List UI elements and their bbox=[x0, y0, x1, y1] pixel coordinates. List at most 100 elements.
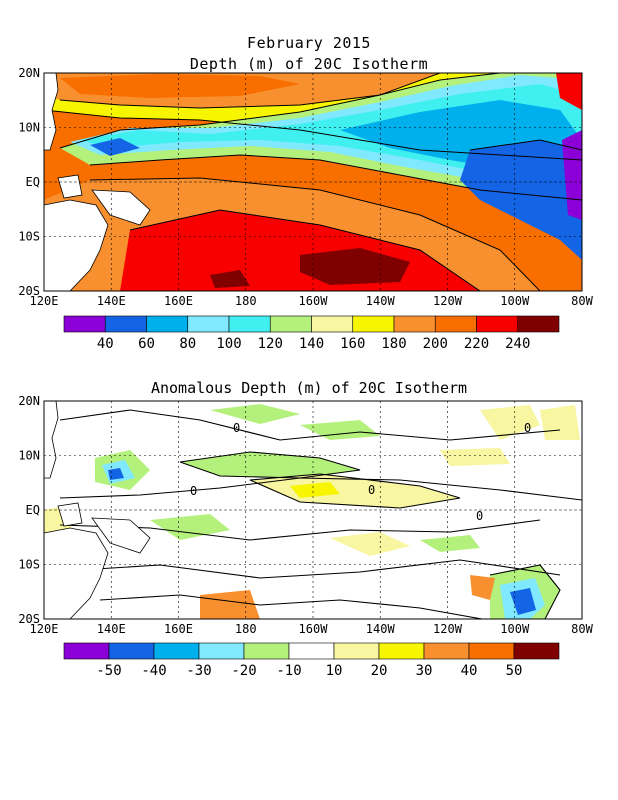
colorbar-swatch bbox=[108, 642, 155, 660]
colorbar-label: 200 bbox=[423, 336, 448, 352]
colorbar-swatch bbox=[476, 315, 519, 333]
colorbar-swatch bbox=[198, 642, 245, 660]
colorbar-label: -50 bbox=[96, 663, 121, 679]
bottom-colorbar: -50 -40 -30 -20 -10 10 20 30 40 50 bbox=[63, 642, 560, 679]
lon-tick-label: 160E bbox=[164, 622, 193, 636]
colorbar-swatch bbox=[63, 642, 110, 660]
colorbar-label: 40 bbox=[461, 663, 478, 679]
colorbar-swatch bbox=[187, 315, 230, 333]
top-panel-title: Depth (m) of 20C Isotherm bbox=[189, 55, 429, 73]
colorbar-label: 100 bbox=[216, 336, 241, 352]
lon-tick-label: 120E bbox=[30, 622, 59, 636]
colorbar-label: 240 bbox=[505, 336, 530, 352]
colorbar-label: 30 bbox=[416, 663, 433, 679]
colorbar-swatch bbox=[153, 642, 200, 660]
colorbar-swatch bbox=[146, 315, 189, 333]
colorbar-label: 140 bbox=[299, 336, 324, 352]
colorbar-label: -40 bbox=[141, 663, 166, 679]
colorbar-label: 80 bbox=[179, 336, 196, 352]
top-colorbar: 40 60 80 100 120 140 160 180 200 220 240 bbox=[63, 315, 560, 352]
colorbar-label: 60 bbox=[138, 336, 155, 352]
lon-tick-label: 180 bbox=[235, 294, 257, 308]
top-field-red-northeast bbox=[556, 73, 582, 110]
lat-tick-label: EQ bbox=[26, 503, 40, 517]
lat-tick-label: 20S bbox=[18, 284, 40, 298]
top-field-maroon-south bbox=[300, 248, 410, 285]
colorbar-swatch bbox=[228, 315, 271, 333]
colorbar-label: 50 bbox=[506, 663, 523, 679]
contour-label-zero-2: 0 bbox=[190, 484, 197, 498]
colorbar-label: 10 bbox=[326, 663, 343, 679]
lon-tick-label: 120W bbox=[433, 622, 463, 636]
top-contours bbox=[44, 73, 582, 291]
lon-tick-label: 140E bbox=[97, 622, 126, 636]
top-gridlines bbox=[44, 73, 582, 291]
top-land bbox=[44, 73, 151, 291]
bottom-land bbox=[44, 401, 151, 619]
contour-label-zero-5: 0 bbox=[524, 421, 531, 435]
colorbar-swatch bbox=[423, 642, 470, 660]
top-lon-labels: 120E 140E 160E 180 160W 140W 120W 100W 80W bbox=[30, 294, 594, 308]
lat-tick-label: 20S bbox=[18, 612, 40, 626]
colorbar-swatch bbox=[269, 315, 312, 333]
lat-tick-label: 10N bbox=[18, 121, 40, 135]
lon-tick-label: 140E bbox=[97, 294, 126, 308]
colorbar-label: 40 bbox=[97, 336, 114, 352]
colorbar-swatch bbox=[352, 315, 395, 333]
lon-tick-label: 140W bbox=[366, 294, 396, 308]
contour-label-zero-4: 0 bbox=[476, 509, 483, 523]
colorbar-swatch bbox=[378, 642, 425, 660]
colorbar-swatch bbox=[311, 315, 354, 333]
top-field-darkorange-north bbox=[60, 74, 300, 98]
lon-tick-label: 180 bbox=[235, 622, 257, 636]
top-field-purple bbox=[562, 130, 582, 220]
top-lat-labels: 20N 10N EQ 10S 20S bbox=[18, 66, 40, 298]
lat-tick-label: 10N bbox=[18, 449, 40, 463]
lat-tick-label: EQ bbox=[26, 175, 40, 189]
colorbar-swatch bbox=[517, 315, 560, 333]
lat-tick-label: 20N bbox=[18, 66, 40, 80]
colorbar-swatch bbox=[63, 315, 106, 333]
colorbar-label: 20 bbox=[371, 663, 388, 679]
colorbar-label: -10 bbox=[276, 663, 301, 679]
colorbar-label: 120 bbox=[258, 336, 283, 352]
colorbar-label: 180 bbox=[381, 336, 406, 352]
lon-tick-label: 160W bbox=[299, 294, 329, 308]
lon-tick-label: 100W bbox=[500, 294, 530, 308]
colorbar-swatch bbox=[434, 315, 477, 333]
lat-tick-label: 10S bbox=[18, 558, 40, 572]
colorbar-swatch bbox=[513, 642, 560, 660]
lon-tick-label: 140W bbox=[366, 622, 396, 636]
lon-tick-label: 80W bbox=[571, 622, 593, 636]
contour-label-zero: 0 bbox=[233, 421, 240, 435]
colorbar-swatch bbox=[468, 642, 515, 660]
lon-tick-label: 120E bbox=[30, 294, 59, 308]
bottom-gridlines bbox=[44, 401, 582, 619]
colorbar-label: 220 bbox=[464, 336, 489, 352]
lon-tick-label: 160E bbox=[164, 294, 193, 308]
colorbar-swatch bbox=[104, 315, 147, 333]
figure-title: February 2015 bbox=[247, 34, 371, 52]
bottom-lon-labels: 120E 140E 160E 180 160W 140W 120W 100W 80W bbox=[30, 622, 594, 636]
contour-label-zero-3: 0 bbox=[368, 483, 375, 497]
colorbar-label: -30 bbox=[186, 663, 211, 679]
bottom-anomaly-patches bbox=[44, 404, 580, 619]
top-field-maroon-south-2 bbox=[210, 270, 250, 288]
bottom-panel-title: Anomalous Depth (m) of 20C Isotherm bbox=[151, 379, 467, 397]
colorbar-label: 160 bbox=[340, 336, 365, 352]
colorbar-label: -20 bbox=[231, 663, 256, 679]
lat-tick-label: 20N bbox=[18, 394, 40, 408]
lon-tick-label: 80W bbox=[571, 294, 593, 308]
top-field-deepblue bbox=[460, 140, 582, 260]
lon-tick-label: 100W bbox=[500, 622, 530, 636]
bottom-lat-labels: 20N 10N EQ 10S 20S bbox=[18, 394, 40, 626]
colorbar-swatch bbox=[393, 315, 436, 333]
lon-tick-label: 120W bbox=[433, 294, 463, 308]
colorbar-swatch bbox=[288, 642, 335, 660]
lat-tick-label: 10S bbox=[18, 230, 40, 244]
colorbar-swatch bbox=[333, 642, 380, 660]
lon-tick-label: 160W bbox=[299, 622, 329, 636]
top-field-blue-west bbox=[90, 138, 140, 156]
colorbar-swatch bbox=[243, 642, 290, 660]
